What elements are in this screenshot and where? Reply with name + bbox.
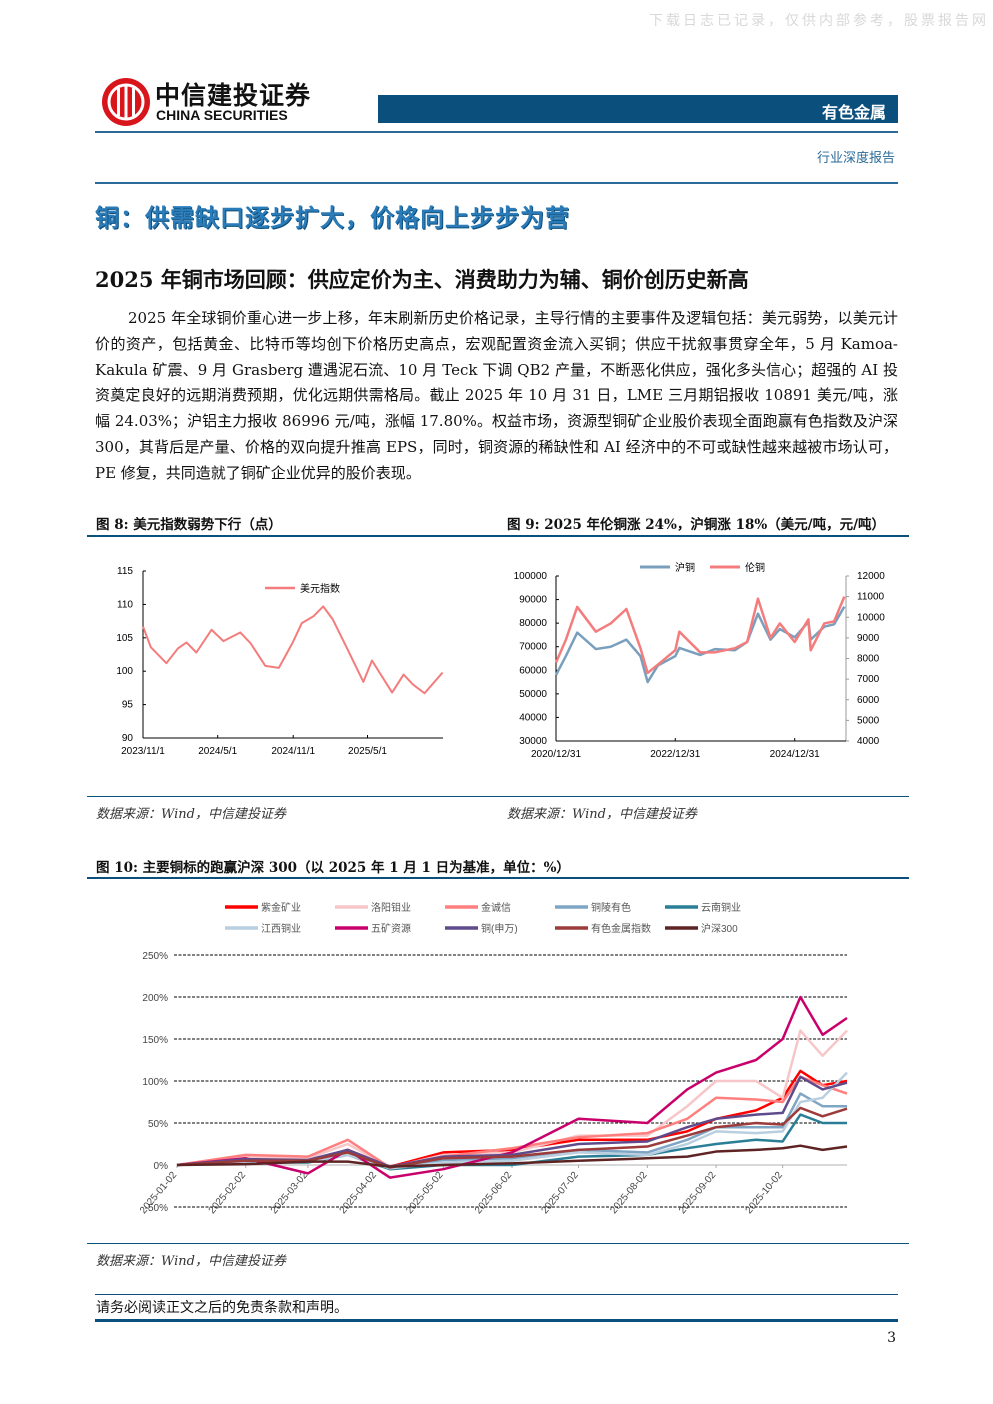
x-tick-label: 2025-05-02 [404, 1170, 446, 1217]
series-line [176, 1075, 848, 1168]
footer-rule-thick [95, 1319, 898, 1322]
y-tick-label: 115 [117, 566, 133, 577]
x-tick-label: 2022/12/31 [650, 749, 700, 760]
y-tick-label-left: 70000 [519, 642, 547, 653]
y-tick-label: 95 [122, 700, 134, 711]
legend-label: 五矿资源 [371, 922, 411, 935]
y-tick-label-right: 7000 [857, 674, 880, 685]
x-tick-label: 2025-09-02 [677, 1170, 719, 1217]
series-line-lme [554, 596, 846, 675]
y-tick-label: 150% [142, 1035, 168, 1046]
figure-9-title: 图 9: 2025 年伦铜涨 24%，沪铜涨 18%（美元/吨，元/吨） [507, 517, 886, 533]
x-tick-label: 2025-04-02 [338, 1170, 380, 1217]
y-tick-label-right: 9000 [857, 633, 880, 644]
y-tick-label-left: 100000 [514, 571, 548, 582]
chart-copper-price: 100000 90000 80000 70000 60000 50000 40000 3000… [514, 561, 886, 760]
page-number: 3 [887, 1330, 896, 1346]
figure-bottom-rule [87, 796, 909, 797]
series-line-dollar-index [142, 605, 444, 695]
y-tick-label-right: 8000 [857, 654, 880, 665]
x-tick-label: 2025/5/1 [348, 746, 387, 757]
figure-10-top-rule [87, 877, 909, 879]
figure-9-source: 数据来源：Wind，中信建投证券 [507, 807, 697, 822]
section-title: 铜：供需缺口逐步扩大，价格向上步步为营 [95, 204, 570, 232]
y-tick-label-right: 11000 [857, 592, 885, 603]
x-tick-label: 2023/11/1 [121, 746, 165, 757]
legend-label: 云南铜业 [701, 901, 741, 914]
x-tick-label: 2024/12/31 [770, 749, 820, 760]
sector-banner: 有色金属 [378, 95, 898, 123]
legend-label: 江西铜业 [261, 923, 301, 935]
figure-10-source: 数据来源：Wind，中信建投证券 [96, 1254, 286, 1269]
y-tick-label: 100 [116, 666, 133, 677]
figure-top-rule [87, 535, 909, 537]
figure-10-title: 图 10: 主要铜标的跑赢沪深 300（以 2025 年 1 月 1 日为基准，… [96, 860, 570, 876]
y-tick-label-right: 5000 [857, 715, 880, 726]
series-line [176, 1144, 848, 1168]
logo-emblem [102, 78, 150, 126]
y-tick-label: -50% [145, 1203, 168, 1214]
x-tick-label: 2025-03-02 [269, 1170, 311, 1217]
body-paragraph: 2025 年全球铜价重心进一步上移，年末刷新历史价格记录，主导行情的主要事件及逻… [95, 309, 898, 482]
y-tick-label: 105 [116, 633, 133, 644]
legend-label: 沪铜 [675, 561, 695, 574]
y-tick-label-left: 60000 [519, 665, 547, 676]
y-tick-label-right: 10000 [857, 612, 885, 623]
chart-dollar-index: 115 110 105 100 95 90 2023/11/1 2024/5/1 2024/11… [116, 566, 444, 757]
legend-label: 沪深300 [701, 922, 738, 935]
legend-label: 紫金矿业 [261, 901, 301, 914]
report-type: 行业深度报告 [816, 151, 895, 166]
y-tick-label-left: 50000 [519, 689, 547, 700]
sector-label: 有色金属 [821, 103, 886, 122]
y-tick-label-left: 40000 [519, 712, 547, 723]
legend-label: 有色金属指数 [591, 922, 651, 935]
figure-10-bottom-rule [87, 1243, 909, 1244]
logo-text-cn: 中信建投证券 [155, 81, 312, 110]
y-tick-label: 110 [117, 599, 133, 610]
y-tick-label-left: 80000 [519, 618, 547, 629]
legend-label: 伦铜 [745, 561, 765, 574]
y-tick-label-right: 4000 [857, 736, 880, 747]
y-tick-label: 100% [142, 1077, 168, 1088]
series-line [176, 1106, 848, 1169]
y-tick-label: 200% [142, 993, 168, 1004]
legend-label: 美元指数 [300, 582, 340, 595]
x-tick-label: 2025-02-02 [207, 1170, 249, 1217]
y-tick-label: 0% [154, 1161, 169, 1172]
watermark: 下载日志已记录，仅供内部参考，股票报告网 [649, 13, 989, 29]
header-divider [95, 131, 898, 133]
x-tick-label: 2025-07-02 [540, 1170, 582, 1217]
legend-label: 洛阳钼业 [371, 901, 411, 914]
y-tick-label: 50% [148, 1119, 168, 1130]
x-tick-label: 2024/5/1 [198, 746, 237, 757]
legend-label: 金诚信 [481, 901, 511, 914]
header-divider-2 [95, 182, 898, 184]
subsection-title: 2025 年铜市场回顾：供应定价为主、消费助力为辅、铜价创历史新高 [95, 267, 749, 292]
logo-text-en: CHINA SECURITIES [156, 107, 288, 123]
x-tick-label: 2025-08-02 [608, 1170, 650, 1217]
y-tick-label-left: 90000 [519, 595, 547, 606]
x-tick-label: 2024/11/1 [271, 746, 315, 757]
y-tick-label: 90 [122, 733, 134, 744]
footer-rule [95, 1294, 898, 1295]
figure-8-source: 数据来源：Wind，中信建投证券 [96, 807, 286, 822]
y-tick-label-left: 30000 [519, 736, 547, 747]
y-tick-label: 250% [142, 951, 168, 962]
x-tick-label: 2025-06-02 [473, 1170, 515, 1217]
x-tick-label: 2025-10-02 [744, 1170, 786, 1217]
legend-label: 铜(申万) [481, 922, 518, 935]
chart-copper-stocks: 250%200%150%100%50%0%-50%2025-01-02 2025-… [138, 901, 848, 1217]
y-tick-label-right: 6000 [857, 695, 880, 706]
series-line-shfe [554, 606, 846, 684]
figure-8-title: 图 8: 美元指数弱势下行（点） [96, 517, 282, 533]
x-tick-label: 2020/12/31 [531, 749, 581, 760]
legend-label: 铜陵有色 [591, 901, 631, 914]
series-line [176, 1075, 848, 1169]
y-tick-label-right: 12000 [857, 571, 885, 582]
disclaimer: 请务必阅读正文之后的免责条款和声明。 [96, 1300, 348, 1316]
